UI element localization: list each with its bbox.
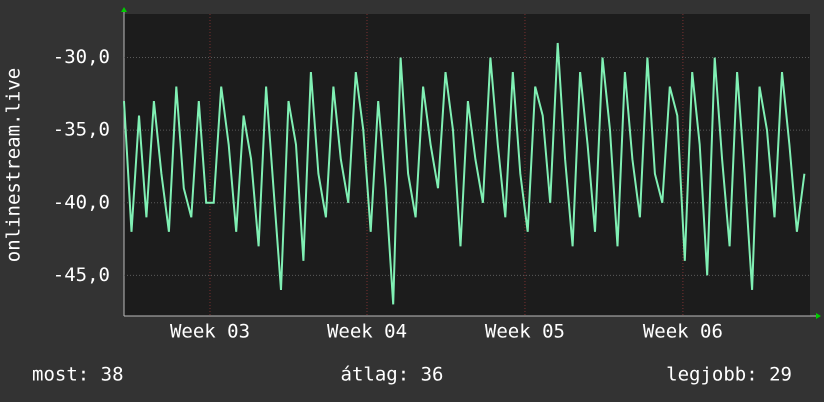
x-tick-label: Week 03 [170,321,250,343]
y-arrow [121,7,127,12]
y-tick-label: -40,0 [53,191,110,213]
y-tick-label: -35,0 [53,119,110,141]
x-tick-label: Week 05 [485,321,565,343]
data-line [123,42,806,305]
y-tick-label: -30,0 [53,46,110,68]
plot-area [124,14,810,316]
x-tick-label: Week 04 [327,321,407,343]
x-tick-label: Week 06 [643,321,723,343]
x-arrow [816,313,821,319]
y-tick-label: -45,0 [53,264,110,286]
stat-label: átlag: 36 [341,364,444,386]
y-axis-label: onlinestream.live [3,68,25,262]
stat-label: most: 38 [32,364,124,386]
stat-label: legjobb: 29 [666,364,792,386]
